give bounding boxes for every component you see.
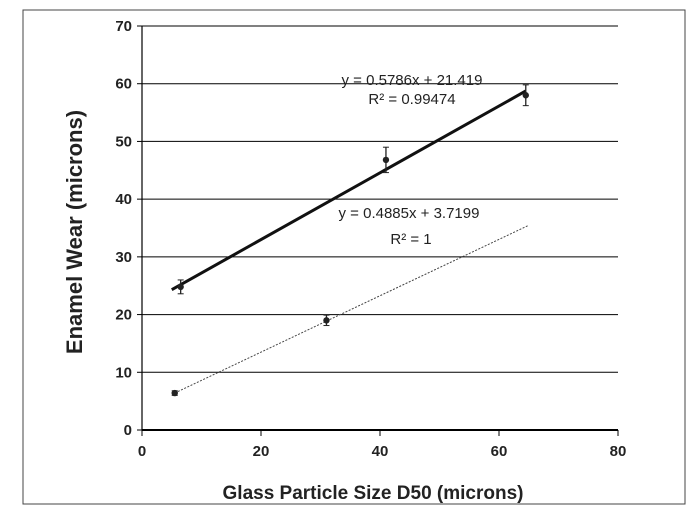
data-point <box>171 389 178 397</box>
x-axis-title: Glass Particle Size D50 (microns) <box>223 483 524 504</box>
chart-frame <box>22 9 686 505</box>
x-tick-label: 20 <box>253 443 270 460</box>
y-tick-label: 40 <box>115 191 132 208</box>
x-tick-label: 60 <box>491 443 508 460</box>
y-tick-label: 60 <box>115 76 132 93</box>
trendline-upper <box>171 89 527 291</box>
axes-layer <box>137 25 619 436</box>
data-point <box>323 317 330 324</box>
data-point <box>177 283 184 291</box>
y-axis-title: Enamel Wear (microns) <box>62 110 87 354</box>
x-tick-label: 40 <box>372 443 389 460</box>
data-point <box>382 156 390 164</box>
y-tick-label: 30 <box>115 249 132 266</box>
points-layer <box>171 84 529 397</box>
data-point <box>522 92 529 99</box>
equation-label-lower: y = 0.4885x + 3.7199 <box>339 205 480 222</box>
y-tick-label: 0 <box>124 422 132 439</box>
y-tick-label: 20 <box>115 307 132 324</box>
trendline-layer <box>171 89 529 394</box>
y-tick-label: 50 <box>115 133 132 150</box>
equation-label-upper: y = 0.5786x + 21.419 <box>342 72 483 89</box>
x-tick-label: 0 <box>138 443 146 460</box>
grid-layer <box>142 25 618 373</box>
labels-layer: 0 10 20 30 40 50 60 70 0 20 40 60 80 <box>115 18 626 460</box>
y-tick-label: 10 <box>115 364 132 381</box>
x-tick-label: 80 <box>610 443 627 460</box>
trendline-lower <box>174 224 529 394</box>
r-squared-label-upper: R² = 0.99474 <box>368 91 455 108</box>
r-squared-label-lower: R² = 1 <box>390 231 431 248</box>
y-tick-label: 70 <box>115 18 132 35</box>
